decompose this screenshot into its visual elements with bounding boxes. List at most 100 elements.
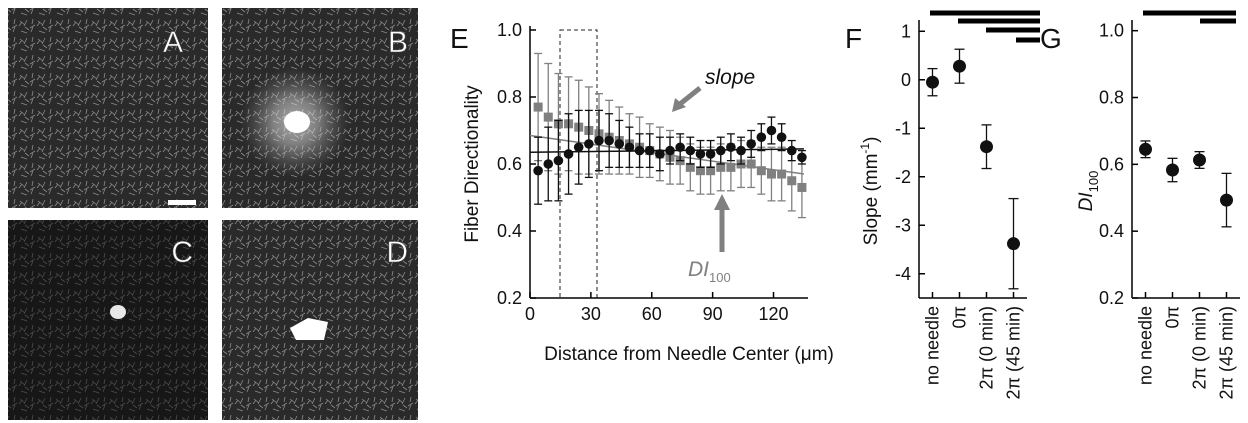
point: [685, 162, 695, 172]
point: [584, 139, 594, 149]
point: [776, 132, 787, 142]
annotation: DI100: [688, 258, 731, 285]
point: [1220, 193, 1233, 207]
point: [644, 145, 655, 156]
y-tick-label: 1.0: [497, 20, 522, 40]
point: [715, 145, 726, 156]
y-axis-label: Fiber Directionality: [462, 85, 483, 243]
point: [1139, 142, 1152, 156]
arrow-head: [672, 98, 686, 112]
annotation-part: 100: [709, 270, 731, 285]
x-tick-label: 2π (45 min): [1004, 306, 1024, 399]
x-tick-label: 0: [525, 304, 535, 324]
point: [716, 162, 726, 172]
point: [797, 182, 807, 192]
needle: [290, 318, 328, 340]
y-tick-label: -2: [895, 167, 911, 187]
x-tick-label: 120: [758, 304, 788, 324]
y-axis-label-part: DI: [1076, 192, 1097, 212]
point: [543, 112, 553, 122]
arrow: [678, 86, 702, 106]
annotation-part: slope: [705, 66, 755, 89]
point: [594, 135, 604, 146]
y-axis-label-part: 100: [1086, 171, 1101, 193]
point: [726, 142, 736, 153]
x-tick-label: no needle: [1136, 306, 1156, 385]
y-axis-label: Slope (mm-1): [858, 137, 882, 246]
x-tick-label: 2π (45 min): [1217, 306, 1237, 399]
x-tick-label: 0π: [1163, 306, 1183, 328]
micrograph: [222, 220, 418, 420]
point: [533, 102, 543, 112]
y-tick-label: -1: [895, 118, 911, 138]
point: [1193, 153, 1206, 167]
y-tick-label: 0.4: [1099, 221, 1124, 241]
y-tick-label: 0: [901, 70, 911, 90]
panel-label: E: [450, 23, 469, 54]
point: [634, 145, 645, 156]
point: [563, 149, 574, 159]
point: [756, 166, 766, 176]
micrograph: [8, 220, 208, 420]
point: [756, 132, 767, 142]
x-tick-label: 0π: [950, 306, 970, 328]
y-tick-label: 0.2: [497, 288, 522, 308]
image-label: C: [171, 236, 193, 269]
y-tick-label: -4: [895, 264, 911, 284]
y-tick-label: 0.8: [1099, 88, 1124, 108]
x-tick-label: 90: [703, 304, 723, 324]
point: [1166, 163, 1179, 177]
y-tick-label: 0.8: [497, 87, 522, 107]
point: [705, 149, 716, 159]
point: [573, 142, 584, 153]
point: [695, 166, 705, 176]
y-tick-label: 1.0: [1099, 21, 1124, 41]
y-tick-label: -3: [895, 215, 911, 235]
y-tick-label: 0.6: [497, 154, 522, 174]
point: [787, 176, 797, 186]
point: [746, 139, 756, 149]
point: [675, 142, 685, 153]
needle: [110, 305, 126, 319]
point: [624, 142, 635, 153]
point: [706, 166, 716, 176]
micrograph: [8, 8, 208, 208]
point: [797, 152, 807, 163]
point: [665, 145, 675, 156]
image-label: B: [388, 26, 408, 59]
point: [655, 149, 665, 159]
annotation: slope: [705, 66, 755, 89]
annotation-part: DI: [688, 258, 709, 281]
x-tick-label: 30: [581, 304, 601, 324]
micrographs: A B C D: [8, 8, 418, 420]
point: [777, 169, 787, 179]
x-tick-label: 2π (0 min): [977, 306, 997, 389]
point: [685, 145, 696, 156]
image-label: A: [163, 26, 183, 59]
scale-bar: [168, 200, 196, 205]
x-tick-label: 2π (0 min): [1190, 306, 1210, 389]
panel-label: G: [1040, 23, 1062, 54]
point: [695, 149, 706, 159]
point: [786, 145, 797, 156]
arrow-head: [714, 194, 730, 210]
significance-bars: [930, 10, 1236, 43]
panel-label: F: [845, 23, 862, 54]
point: [926, 75, 939, 89]
y-axis-label-part: Slope (mm: [861, 154, 882, 246]
point: [1007, 237, 1020, 251]
point: [766, 169, 776, 179]
point: [953, 59, 966, 73]
y-axis-label: DI100: [1076, 171, 1101, 212]
y-tick-label: 0.6: [1099, 154, 1124, 174]
image-label: D: [386, 236, 408, 269]
point: [553, 155, 564, 166]
point: [980, 140, 993, 154]
x-axis-label: Distance from Needle Center (μm): [544, 344, 834, 365]
x-tick-label: 60: [642, 304, 662, 324]
point: [736, 145, 746, 156]
point: [746, 159, 756, 169]
y-axis-label-part: -1: [858, 143, 872, 154]
point: [533, 165, 543, 176]
